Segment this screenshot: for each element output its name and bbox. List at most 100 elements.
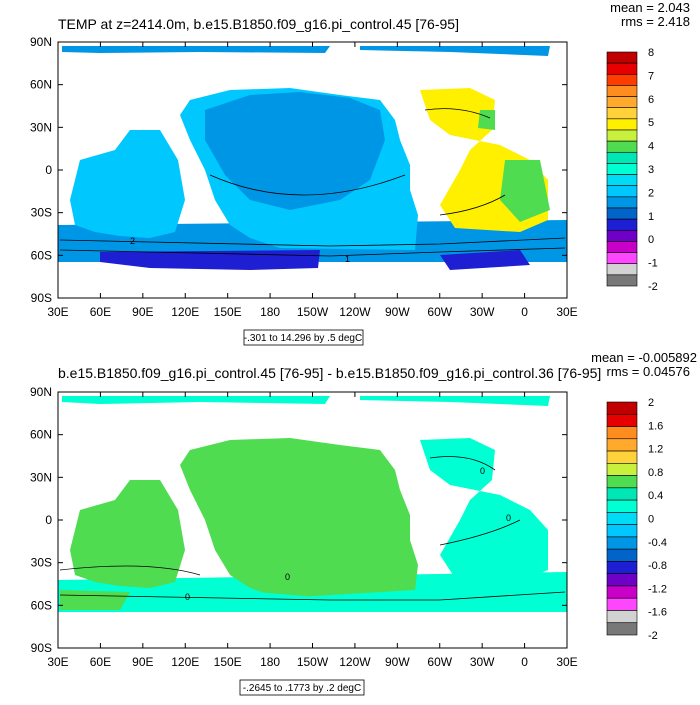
colorbar-swatch [606,129,638,142]
y-tick-label: 90N [30,35,52,49]
contour-label: 0 [185,592,190,602]
colorbar-label: -2 [648,281,658,293]
contour-info-box [239,679,365,696]
colorbar-swatch [606,118,638,131]
colorbar-swatch [606,62,638,75]
colorbar-label: 5 [648,117,654,129]
colorbar-swatch [606,585,638,599]
region-indian-ocean [70,480,185,588]
x-axis-ticks: 30E 60E 90E 120E 150E 180 150W 120W 90W 60W 30W 0 30… [47,392,578,669]
colorbar-swatch [606,185,638,198]
colorbar-label: 4 [648,141,654,153]
colorbar-swatch [606,174,638,187]
colorbar-label: -0.4 [648,537,667,549]
colorbar-swatch [606,218,638,231]
colorbar-swatch [606,524,638,538]
colorbar-label: 2 [648,187,654,199]
colorbar: 2 1.6 1.2 0.8 0.4 0 -0.4 -0.8 -1.2 -1.6 -2 [606,397,667,642]
colorbar-swatch [606,207,638,220]
x-tick-label: 150W [297,655,329,669]
y-tick-label: 60S [31,598,52,612]
colorbar-swatch [606,96,638,109]
y-tick-label: 60S [31,248,52,262]
x-tick-label: 90W [385,655,410,669]
y-tick-label: 90S [31,641,52,655]
y-tick-label: 30N [30,120,52,134]
colorbar-swatch [606,561,638,574]
colorbar-label: 8 [648,47,654,59]
colorbar-label: 3 [648,164,654,176]
rms-label: rms = 0.04576 [607,364,690,379]
x-tick-label: 60W [427,305,452,319]
contour-info: -.2645 to .1773 by .2 degC [243,683,361,694]
colorbar-label: 1.2 [648,444,663,456]
colorbar-swatch [606,163,638,175]
x-tick-label: 30E [47,305,68,319]
colorbar-label: 2 [648,397,654,409]
x-tick-label: 30W [470,655,495,669]
x-tick-label: 30E [556,655,577,669]
x-tick-label: 120W [339,305,371,319]
x-tick-label: 150W [297,305,329,319]
x-tick-label: 90E [132,655,153,669]
panel-title: TEMP at z=2414.0m, b.e15.B1850.f09_g16.p… [58,16,459,32]
colorbar-label: -1.6 [648,607,667,619]
x-tick-label: 150E [214,655,242,669]
x-tick-label: 120E [171,655,199,669]
contour-label: 0 [506,513,511,523]
mean-label: mean = -0.005892 [591,350,697,365]
colorbar-swatch [606,252,638,265]
colorbar-swatch [606,140,638,153]
y-axis-ticks: 90N 60N 30N 0 30S 60S 90S [30,35,567,305]
colorbar-label: -1 [648,258,658,270]
colorbar-label: 1.6 [648,420,663,432]
colorbar-swatch [606,73,638,86]
y-tick-label: 30S [31,206,52,220]
colorbar-swatch [606,85,638,97]
y-tick-label: 30S [31,556,52,570]
colorbar-swatch [606,274,638,287]
contour-label: 2 [130,236,135,246]
colorbar-label: -1.2 [648,583,667,595]
y-tick-label: 0 [45,513,52,527]
colorbar-label: 0.8 [648,467,663,479]
contour-info: -.301 to 14.296 by .5 degC [244,333,362,344]
colorbar-label: 0 [648,514,654,526]
colorbar-swatch [606,401,638,415]
colorbar-swatch [606,450,638,464]
colorbar-label: 0.4 [648,490,663,502]
ocean-map: 2 1 [58,42,567,298]
colorbar-swatch [606,463,638,476]
contour-label: 1 [345,254,350,264]
region-indian-ocean [70,130,185,238]
colorbar-swatch [606,51,638,64]
y-tick-label: 60N [30,428,52,442]
x-tick-label: 120E [171,305,199,319]
colorbar-label: 7 [648,70,654,82]
region-pacific [180,438,418,598]
x-tick-label: 30E [556,305,577,319]
colorbar-label: 6 [648,94,654,106]
x-tick-label: 120W [339,655,371,669]
x-tick-label: 60E [90,305,111,319]
x-tick-label: 60W [427,655,452,669]
colorbar-swatch [606,426,638,440]
colorbar-swatch [606,487,638,501]
x-tick-label: 60E [90,655,111,669]
x-tick-label: 30E [47,655,68,669]
y-tick-label: 60N [30,78,52,92]
region-arctic [62,46,330,53]
colorbar-swatch [606,610,638,624]
ocean-map: 0 0 0 0 [58,392,567,648]
x-tick-label: 90W [385,305,410,319]
colorbar-swatch [606,196,638,209]
contour-label: 0 [285,572,290,582]
region-atlantic [420,438,548,582]
colorbar-swatch [606,622,638,636]
colorbar-swatch [606,413,638,427]
panel-bottom: b.e15.B1850.f09_g16.pi_control.45 [76-95… [30,350,697,696]
y-tick-label: 90N [30,385,52,399]
contour-info-box [243,329,364,346]
colorbar-swatch [606,573,638,587]
